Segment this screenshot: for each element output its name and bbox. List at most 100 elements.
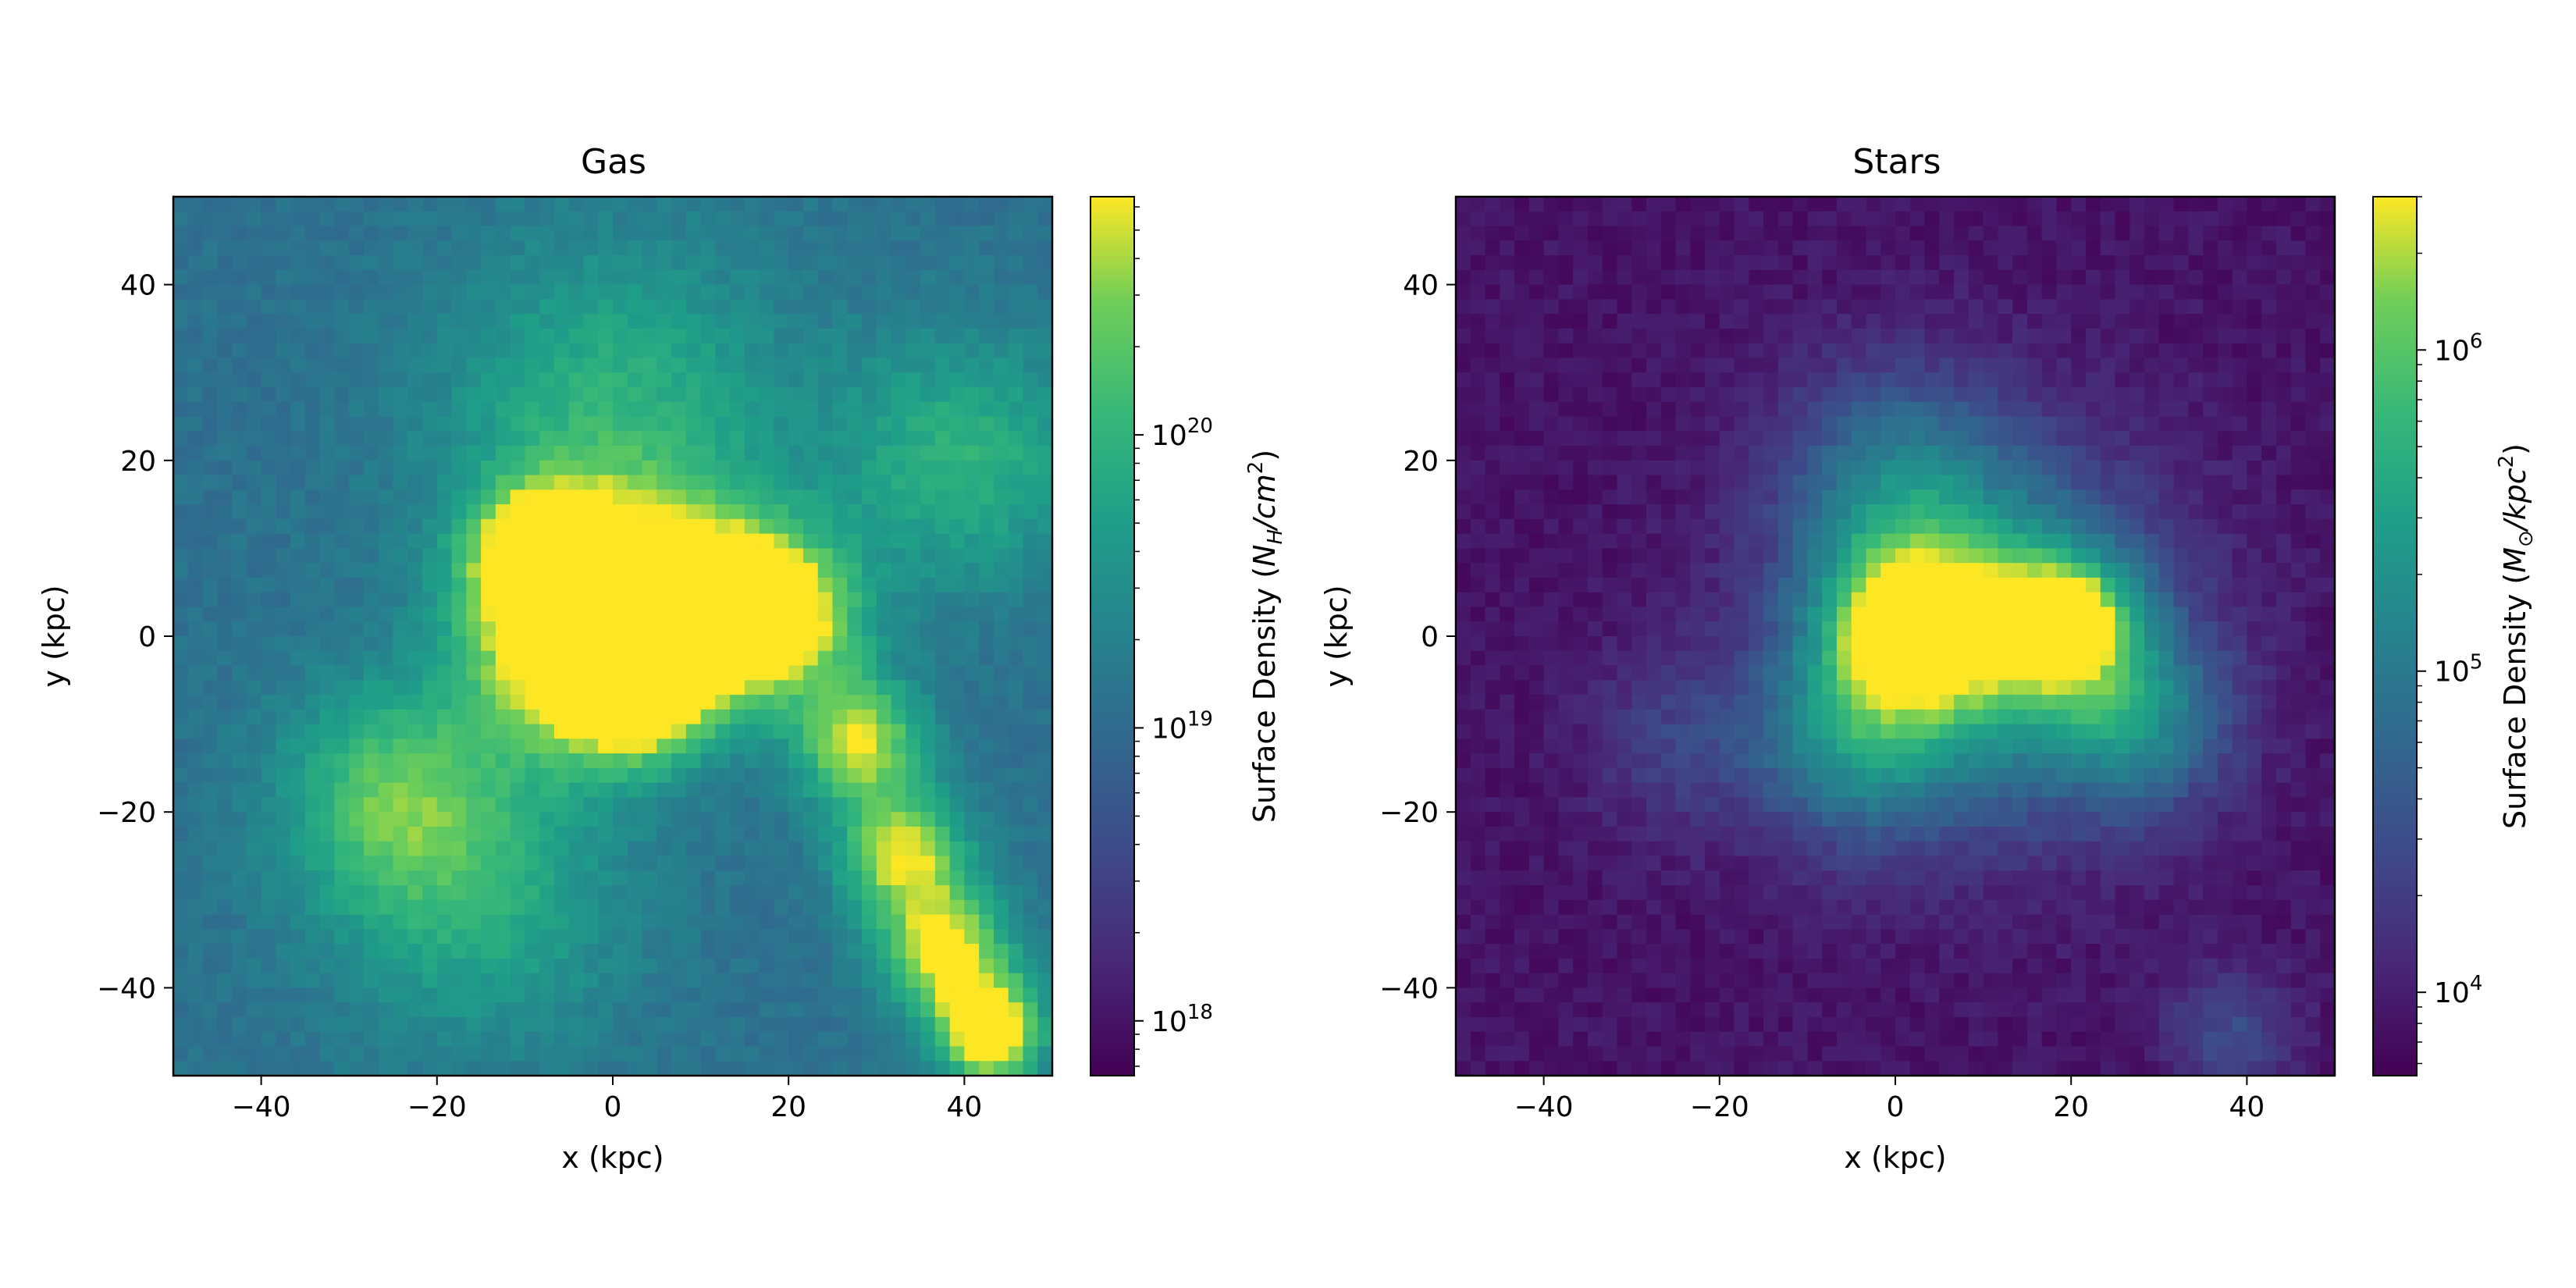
density-cell xyxy=(261,372,276,388)
density-cell xyxy=(173,401,189,418)
density-cell xyxy=(2115,240,2130,256)
density-cell xyxy=(2115,460,2130,476)
density-cell xyxy=(627,724,643,739)
density-cell xyxy=(891,328,906,344)
density-cell xyxy=(393,460,408,476)
density-cell xyxy=(744,431,760,447)
density-cell xyxy=(774,1016,789,1033)
density-cell xyxy=(1528,504,1545,520)
density-cell xyxy=(510,1002,525,1018)
density-cell xyxy=(788,782,804,799)
density-cell xyxy=(964,680,980,696)
density-cell xyxy=(525,885,540,901)
density-cell xyxy=(1023,753,1038,769)
density-cell xyxy=(539,255,555,271)
density-cell xyxy=(2203,372,2218,388)
density-cell xyxy=(847,577,863,593)
density-cell xyxy=(173,343,189,359)
density-cell xyxy=(334,695,350,710)
density-cell xyxy=(1983,343,1998,359)
density-cell xyxy=(1470,314,1486,329)
density-cell xyxy=(671,665,687,681)
density-cell xyxy=(495,797,511,813)
density-cell xyxy=(817,1016,834,1033)
density-cell xyxy=(920,1002,936,1018)
density-cell xyxy=(187,343,204,359)
density-cell xyxy=(671,885,687,901)
density-cell xyxy=(510,1031,525,1048)
density-cell xyxy=(217,870,233,886)
density-cell xyxy=(1749,314,1764,329)
density-cell xyxy=(744,856,760,871)
density-cell xyxy=(832,269,848,286)
density-cell xyxy=(613,460,628,476)
density-cell xyxy=(906,1046,921,1062)
density-cell xyxy=(553,1016,570,1033)
density-cell xyxy=(466,1002,482,1018)
density-cell xyxy=(2026,269,2043,286)
density-cell xyxy=(539,240,555,256)
density-cell xyxy=(378,475,394,490)
density-cell xyxy=(1763,475,1779,490)
density-cell xyxy=(319,695,336,710)
density-cell xyxy=(334,269,350,286)
density-cell xyxy=(788,343,804,359)
density-cell xyxy=(393,665,408,681)
density-cell xyxy=(964,738,980,754)
density-cell xyxy=(304,563,321,578)
density-cell xyxy=(1705,386,1720,403)
density-cell xyxy=(685,621,702,637)
density-cell xyxy=(2203,386,2218,403)
density-cell xyxy=(349,197,365,212)
density-cell xyxy=(2056,446,2072,461)
density-cell xyxy=(920,284,936,300)
density-cell xyxy=(1822,343,1838,359)
density-cell xyxy=(553,929,570,945)
density-cell xyxy=(891,885,906,901)
density-cell xyxy=(832,665,848,681)
density-cell xyxy=(525,431,540,447)
density-cell xyxy=(451,914,467,930)
density-cell xyxy=(553,841,570,857)
density-cell xyxy=(173,240,189,256)
density-cell xyxy=(598,987,614,1003)
density-cell xyxy=(862,1046,877,1062)
density-cell xyxy=(510,724,525,739)
density-cell xyxy=(847,1016,863,1033)
density-cell xyxy=(964,197,980,212)
density-cell xyxy=(202,328,218,344)
density-cell xyxy=(187,709,204,725)
density-cell xyxy=(495,1046,511,1062)
density-cell xyxy=(202,416,218,432)
density-cell xyxy=(759,533,775,549)
density-cell xyxy=(583,401,599,418)
density-cell xyxy=(217,782,233,799)
density-cell xyxy=(2100,226,2116,241)
density-cell xyxy=(993,607,1009,622)
density-cell xyxy=(436,518,453,535)
density-cell xyxy=(232,709,247,725)
density-cell xyxy=(495,870,511,886)
density-cell xyxy=(173,386,189,403)
density-cell xyxy=(2305,314,2321,329)
density-cell xyxy=(202,211,218,227)
density-cell xyxy=(934,841,951,857)
density-cell xyxy=(1895,446,1911,461)
density-cell xyxy=(349,431,365,447)
density-cell xyxy=(261,636,276,652)
density-cell xyxy=(1485,372,1500,388)
density-cell xyxy=(1037,386,1053,403)
density-cell xyxy=(481,489,496,505)
density-cell xyxy=(876,211,892,227)
density-cell xyxy=(598,431,614,447)
density-cell xyxy=(700,255,716,271)
density-cell xyxy=(568,607,585,622)
density-cell xyxy=(1587,358,1603,373)
density-cell xyxy=(964,460,980,476)
density-cell xyxy=(656,299,672,315)
density-cell xyxy=(481,343,496,359)
density-cell xyxy=(232,1002,247,1018)
density-cell xyxy=(1485,475,1500,490)
density-cell xyxy=(715,269,731,286)
density-cell xyxy=(744,386,760,403)
